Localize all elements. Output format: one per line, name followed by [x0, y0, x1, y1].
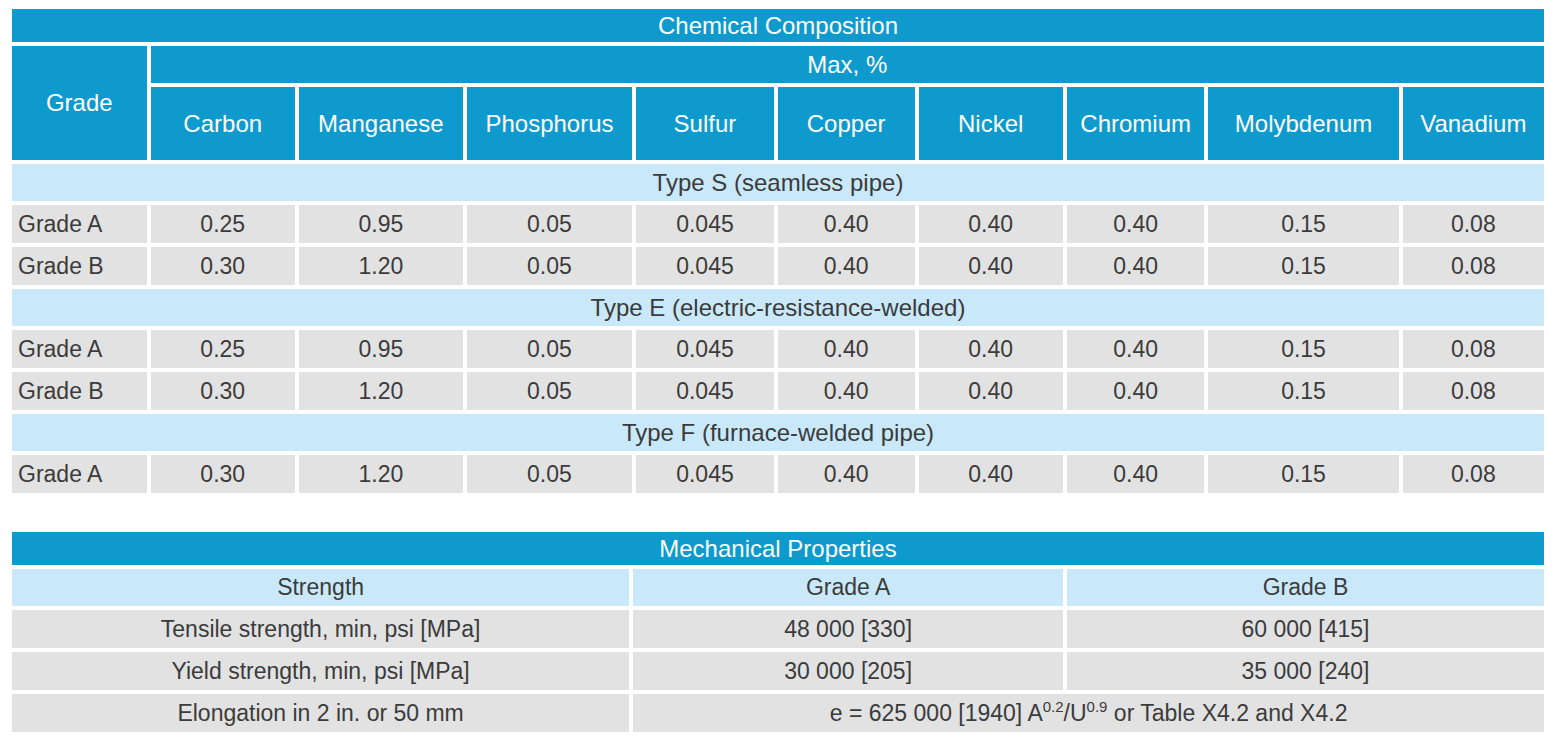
column-header-manganese: Manganese — [299, 87, 463, 160]
formula-superscript: 0.9 — [1087, 698, 1108, 715]
column-header-grade: Grade — [12, 46, 147, 160]
value-cell: 0.40 — [919, 205, 1063, 243]
property-label-tensile: Tensile strength, min, psi [MPa] — [12, 610, 629, 648]
page: Chemical Composition Grade Max, % Carbon… — [0, 0, 1553, 736]
mechanical-table-title: Mechanical Properties — [12, 532, 1544, 565]
table-row: Yield strength, min, psi [MPa] 30 000 [2… — [12, 652, 1544, 690]
value-cell: 0.40 — [1067, 372, 1205, 410]
value-cell: 60 000 [415] — [1067, 610, 1544, 648]
value-cell: 48 000 [330] — [633, 610, 1063, 648]
column-header-grade-b: Grade B — [1067, 569, 1544, 606]
value-cell: 0.08 — [1403, 205, 1544, 243]
value-cell: 0.40 — [919, 330, 1063, 368]
max-percent-header: Max, % — [151, 46, 1544, 83]
grade-cell: Grade A — [12, 455, 147, 493]
value-cell: 0.40 — [919, 247, 1063, 285]
value-cell: 0.08 — [1403, 247, 1544, 285]
value-cell: 0.15 — [1208, 205, 1398, 243]
column-header-carbon: Carbon — [151, 87, 295, 160]
value-cell: 0.40 — [919, 372, 1063, 410]
value-cell: 0.40 — [778, 247, 915, 285]
value-cell: 0.25 — [151, 205, 295, 243]
formula-mid: /U — [1064, 700, 1087, 726]
table-row: Grade A 0.25 0.95 0.05 0.045 0.40 0.40 0… — [12, 330, 1544, 368]
section-row-type-s: Type S (seamless pipe) — [12, 164, 1544, 201]
value-cell: 0.30 — [151, 455, 295, 493]
section-row-type-e: Type E (electric-resistance-welded) — [12, 289, 1544, 326]
chemical-table-title: Chemical Composition — [12, 9, 1544, 42]
value-cell: 0.045 — [636, 455, 774, 493]
value-cell: 0.045 — [636, 330, 774, 368]
value-cell: 0.40 — [1067, 455, 1205, 493]
value-cell: 0.30 — [151, 247, 295, 285]
table-row: Elongation in 2 in. or 50 mm e = 625 000… — [12, 694, 1544, 732]
value-cell: 0.40 — [919, 455, 1063, 493]
column-header-chromium: Chromium — [1067, 87, 1205, 160]
mechanical-properties-table: Mechanical Properties Strength Grade A G… — [8, 528, 1548, 736]
property-label-yield: Yield strength, min, psi [MPa] — [12, 652, 629, 690]
value-cell: 0.25 — [151, 330, 295, 368]
value-cell: 0.05 — [467, 205, 632, 243]
elongation-formula-cell: e = 625 000 [1940] A0.2/U0.9 or Table X4… — [633, 694, 1544, 732]
column-header-grade-a: Grade A — [633, 569, 1063, 606]
table-row: Tensile strength, min, psi [MPa] 48 000 … — [12, 610, 1544, 648]
column-header-sulfur: Sulfur — [636, 87, 774, 160]
value-cell: 0.40 — [1067, 247, 1205, 285]
chemical-composition-table: Chemical Composition Grade Max, % Carbon… — [8, 5, 1548, 497]
grade-cell: Grade B — [12, 372, 147, 410]
value-cell: 0.15 — [1208, 372, 1398, 410]
value-cell: 0.05 — [467, 455, 632, 493]
table-row: Grade B 0.30 1.20 0.05 0.045 0.40 0.40 0… — [12, 247, 1544, 285]
table-row: Grade A 0.30 1.20 0.05 0.045 0.40 0.40 0… — [12, 455, 1544, 493]
value-cell: 0.40 — [1067, 330, 1205, 368]
value-cell: 1.20 — [299, 372, 463, 410]
column-header-phosphorus: Phosphorus — [467, 87, 632, 160]
grade-cell: Grade B — [12, 247, 147, 285]
column-header-copper: Copper — [778, 87, 915, 160]
value-cell: 1.20 — [299, 247, 463, 285]
value-cell: 0.15 — [1208, 247, 1398, 285]
value-cell: 0.05 — [467, 247, 632, 285]
value-cell: 0.30 — [151, 372, 295, 410]
value-cell: 0.95 — [299, 205, 463, 243]
column-header-molybdenum: Molybdenum — [1208, 87, 1398, 160]
value-cell: 0.08 — [1403, 330, 1544, 368]
value-cell: 0.15 — [1208, 330, 1398, 368]
value-cell: 0.08 — [1403, 372, 1544, 410]
column-header-nickel: Nickel — [919, 87, 1063, 160]
section-row-type-f: Type F (furnace-welded pipe) — [12, 414, 1544, 451]
table-row: Grade B 0.30 1.20 0.05 0.045 0.40 0.40 0… — [12, 372, 1544, 410]
formula-prefix: e = 625 000 [1940] A — [830, 700, 1043, 726]
value-cell: 0.40 — [778, 330, 915, 368]
value-cell: 0.08 — [1403, 455, 1544, 493]
grade-cell: Grade A — [12, 205, 147, 243]
table-row: Grade A 0.25 0.95 0.05 0.045 0.40 0.40 0… — [12, 205, 1544, 243]
grade-cell: Grade A — [12, 330, 147, 368]
value-cell: 0.40 — [778, 372, 915, 410]
value-cell: 0.15 — [1208, 455, 1398, 493]
value-cell: 0.40 — [1067, 205, 1205, 243]
value-cell: 0.95 — [299, 330, 463, 368]
value-cell: 0.045 — [636, 247, 774, 285]
value-cell: 0.045 — [636, 205, 774, 243]
formula-suffix: or Table X4.2 and X4.2 — [1107, 700, 1347, 726]
value-cell: 35 000 [240] — [1067, 652, 1544, 690]
value-cell: 30 000 [205] — [633, 652, 1063, 690]
value-cell: 0.045 — [636, 372, 774, 410]
value-cell: 0.05 — [467, 372, 632, 410]
column-header-strength: Strength — [12, 569, 629, 606]
value-cell: 0.40 — [778, 455, 915, 493]
value-cell: 1.20 — [299, 455, 463, 493]
property-label-elongation: Elongation in 2 in. or 50 mm — [12, 694, 629, 732]
value-cell: 0.40 — [778, 205, 915, 243]
formula-superscript: 0.2 — [1043, 698, 1064, 715]
value-cell: 0.05 — [467, 330, 632, 368]
column-header-vanadium: Vanadium — [1403, 87, 1544, 160]
